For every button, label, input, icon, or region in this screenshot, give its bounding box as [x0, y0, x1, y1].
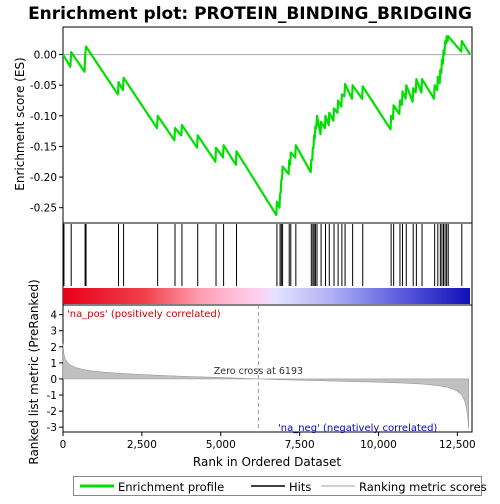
hits-panel	[62, 222, 473, 306]
metric-y-tick-label: 0	[50, 374, 57, 386]
enrichment-profile-line	[62, 35, 471, 217]
ranking-metric-area	[62, 343, 469, 429]
es-y-tick-label: -0.20	[30, 172, 57, 184]
metric-panel-frame	[62, 304, 473, 433]
x-tick-label: 2,500	[127, 439, 157, 451]
positive-correlation-label: 'na_pos' (positively correlated)	[67, 309, 221, 320]
enrichment-legend-swatch	[80, 484, 114, 488]
metric-y-tick-label: -3	[47, 422, 57, 434]
metric-y-axis-label: Ranked list metric (PreRanked)	[27, 279, 41, 464]
metric-y-axis: 4 3 2 1 0 -1 -2 -3	[47, 310, 63, 434]
negative-correlation-label: 'na_neg' (negatively correlated)	[278, 423, 437, 434]
metric-y-tick-label: -1	[47, 390, 57, 402]
x-tick-label: 7,500	[285, 439, 315, 451]
zero-cross-label: Zero cross at 6193	[214, 366, 303, 377]
es-y-axis: 0.00 -0.05 -0.10 -0.15 -0.20 -0.25	[30, 50, 63, 215]
x-tick-label: 10,000	[360, 439, 397, 451]
metric-y-tick-label: 2	[50, 342, 57, 354]
legend-ranking-label: Ranking metric scores	[359, 480, 487, 494]
es-y-tick-label: 0.00	[34, 50, 57, 62]
es-y-tick-label: -0.10	[30, 111, 57, 123]
hit-markers	[63, 224, 463, 286]
es-y-tick-label: -0.05	[30, 80, 57, 92]
es-panel-frame	[62, 26, 473, 224]
chart-title: Enrichment plot: PROTEIN_BINDING_BRIDGIN…	[28, 4, 472, 24]
x-axis: 0 2,500 5,000 7,500 10,000 12,500	[60, 432, 476, 451]
es-y-tick-label: -0.15	[30, 141, 57, 153]
legend-enrichment-label: Enrichment profile	[118, 480, 225, 494]
es-panel: 0.00 -0.05 -0.10 -0.15 -0.20 -0.25 Enrichment…	[13, 26, 473, 224]
x-tick-label: 5,000	[206, 439, 236, 451]
metric-panel: Zero cross at 6193 'na_pos' (positively …	[27, 279, 473, 465]
x-tick-label: 0	[60, 439, 67, 451]
metric-y-tick-label: 4	[50, 310, 57, 322]
legend-hits-label: Hits	[289, 480, 312, 494]
es-y-tick-label: -0.25	[30, 203, 57, 215]
es-y-axis-label: Enrichment score (ES)	[13, 57, 27, 190]
metric-y-tick-label: -2	[47, 406, 57, 418]
ranking-color-bar	[63, 288, 470, 304]
x-axis-label: Rank in Ordered Dataset	[193, 455, 341, 469]
metric-y-tick-label: 1	[50, 358, 57, 370]
metric-y-tick-label: 3	[50, 326, 57, 338]
ranking-legend-swatch	[321, 485, 355, 487]
hits-legend-swatch	[251, 485, 285, 487]
legend: Enrichment profile Hits Ranking metric s…	[73, 476, 487, 496]
x-tick-label: 12,500	[439, 439, 476, 451]
